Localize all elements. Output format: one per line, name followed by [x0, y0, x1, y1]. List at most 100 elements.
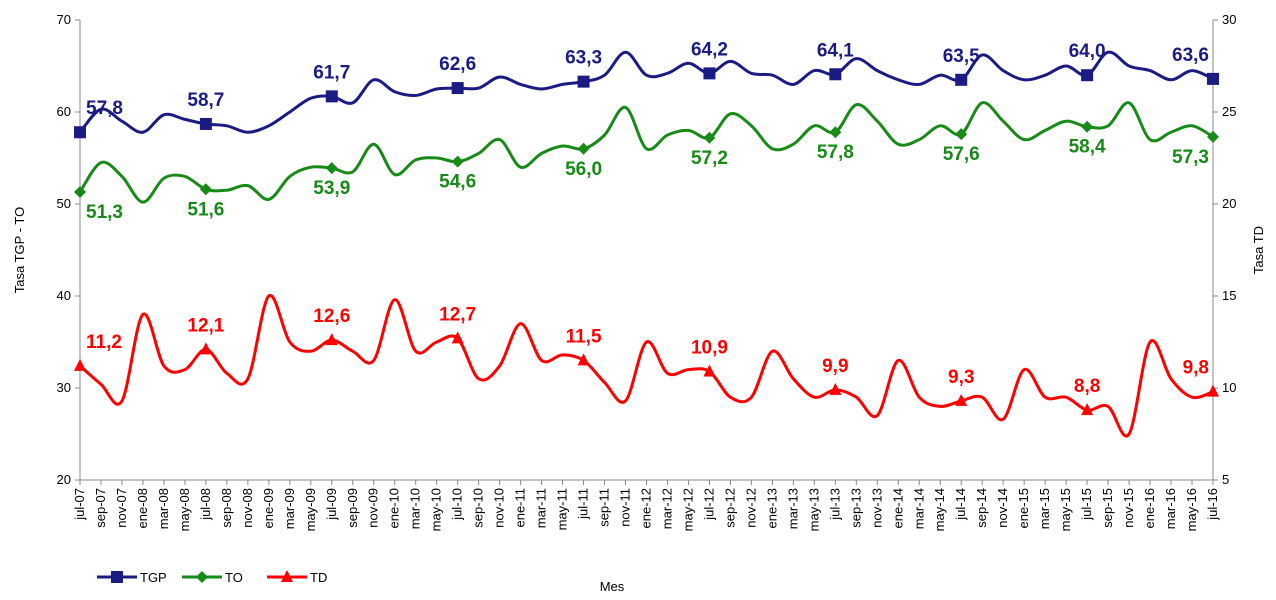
marker [703, 131, 716, 144]
marker [829, 68, 842, 81]
value-label: 56,0 [565, 159, 602, 180]
x-tick-label: may-08 [177, 488, 192, 531]
value-label: 9,3 [948, 367, 974, 388]
value-label: 11,2 [86, 332, 122, 353]
x-tick-label: ene-13 [764, 488, 779, 528]
x-tick-label: mar-08 [156, 488, 171, 529]
marker [955, 128, 968, 141]
x-tick-label: ene-12 [639, 488, 654, 528]
marker [74, 126, 86, 139]
x-tick-label: sep-11 [597, 488, 612, 527]
x-tick-label: ene-15 [1016, 488, 1031, 528]
value-label: 12,6 [313, 306, 350, 327]
x-tick-label: may-12 [680, 488, 695, 531]
value-label: 53,9 [313, 178, 350, 199]
legend-marker [281, 570, 293, 582]
y2-tick-label: 20 [1222, 196, 1236, 211]
marker [703, 67, 716, 80]
value-label: 64,1 [817, 40, 854, 61]
marker [577, 142, 590, 155]
y-tick-label: 20 [57, 472, 71, 487]
x-tick-label: may-14 [932, 488, 947, 531]
x-tick-label: jul-13 [827, 488, 842, 521]
marker [577, 75, 590, 88]
y-tick-label: 70 [57, 12, 71, 27]
value-label: 57,8 [86, 98, 123, 119]
x-tick-label: mar-12 [659, 488, 674, 529]
x-tick-label: nov-08 [240, 488, 255, 528]
x-tick-label: jul-10 [450, 488, 465, 521]
marker [1081, 69, 1094, 82]
y-tick-label: 60 [57, 104, 71, 119]
y2-axis-label: Tasa TD [1251, 226, 1266, 274]
marker [74, 358, 86, 371]
x-tick-label: jul-15 [1079, 488, 1094, 521]
marker [325, 162, 338, 175]
legend-marker [196, 571, 208, 583]
value-label: 57,2 [691, 148, 728, 169]
marker [703, 364, 716, 377]
x-tick-label: mar-09 [282, 488, 297, 529]
value-label: 51,3 [86, 202, 123, 223]
marker [325, 333, 338, 346]
x-axis-label: Mes [600, 579, 625, 594]
value-label: 10,9 [691, 337, 728, 358]
y2-tick-label: 5 [1222, 472, 1229, 487]
x-tick-label: mar-13 [785, 488, 800, 529]
marker [1081, 120, 1094, 133]
legend-label: TGP [140, 570, 167, 585]
x-tick-label: jul-08 [198, 488, 213, 521]
x-tick-label: ene-11 [513, 488, 528, 528]
x-tick-label: sep-12 [722, 488, 737, 528]
value-label: 8,8 [1074, 376, 1100, 397]
marker [451, 331, 464, 344]
x-tick-label: sep-14 [974, 488, 989, 528]
x-tick-label: ene-14 [890, 488, 905, 528]
x-tick-label: ene-10 [387, 488, 402, 528]
value-label: 62,6 [439, 54, 476, 75]
series-line [78, 101, 1214, 204]
value-label: 9,8 [1183, 358, 1209, 379]
x-tick-label: nov-07 [114, 488, 129, 528]
value-label: 63,6 [1172, 45, 1209, 66]
value-label: 61,7 [313, 62, 350, 83]
value-label: 12,7 [439, 304, 476, 325]
value-label: 63,3 [565, 48, 602, 69]
value-label: 63,5 [943, 46, 980, 67]
value-label: 57,8 [817, 142, 854, 163]
value-label: 58,4 [1069, 137, 1106, 158]
x-tick-label: jul-16 [1205, 488, 1220, 521]
x-tick-label: sep-08 [219, 488, 234, 528]
value-label: 57,3 [1172, 147, 1209, 168]
value-label: 11,5 [566, 326, 602, 347]
y2-tick-label: 30 [1222, 12, 1236, 27]
x-tick-label: nov-11 [618, 488, 633, 527]
value-label: 57,6 [943, 144, 980, 165]
marker [1207, 384, 1219, 397]
x-tick-label: nov-14 [995, 488, 1010, 528]
x-tick-label: nov-12 [743, 488, 758, 528]
legend-marker [111, 571, 123, 583]
x-tick-label: mar-10 [408, 488, 423, 529]
x-tick-label: may-11 [555, 488, 570, 530]
marker [74, 186, 86, 199]
x-tick-label: sep-13 [848, 488, 863, 528]
series-line [79, 294, 1214, 438]
x-tick-label: mar-16 [1163, 488, 1178, 529]
x-tick-label: jul-07 [72, 488, 87, 521]
y2-tick-label: 10 [1222, 380, 1236, 395]
x-tick-label: jul-14 [953, 488, 968, 521]
x-tick-label: may-16 [1184, 488, 1199, 531]
marker [325, 90, 338, 103]
y-tick-label: 30 [57, 380, 71, 395]
legend-label: TO [225, 570, 243, 585]
x-tick-label: sep-15 [1100, 488, 1115, 528]
x-tick-label: mar-15 [1037, 488, 1052, 529]
marker [1207, 130, 1219, 143]
value-label: 9,9 [822, 356, 848, 377]
x-tick-label: sep-09 [345, 488, 360, 528]
value-label: 64,0 [1069, 41, 1106, 62]
x-tick-label: nov-15 [1121, 488, 1136, 528]
x-tick-label: may-13 [806, 488, 821, 531]
